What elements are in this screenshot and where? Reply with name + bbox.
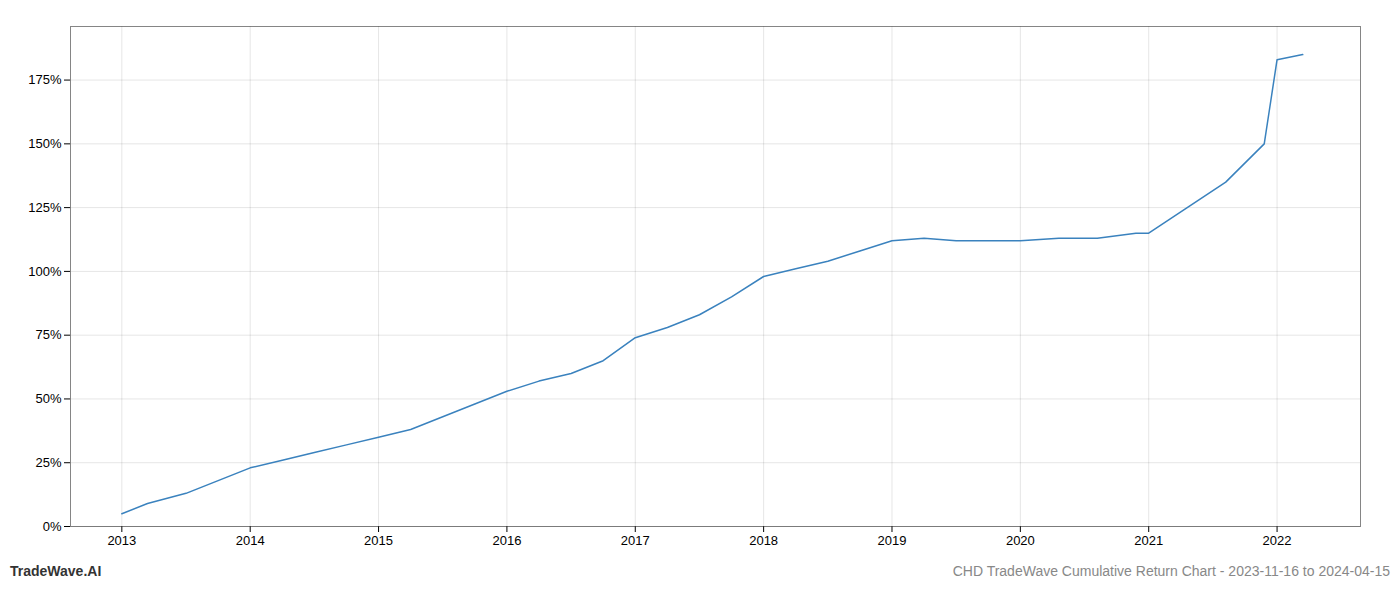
svg-text:25%: 25% [35, 455, 61, 470]
svg-text:2017: 2017 [621, 533, 650, 548]
svg-text:125%: 125% [28, 200, 62, 215]
svg-text:2022: 2022 [1263, 533, 1292, 548]
svg-text:2021: 2021 [1134, 533, 1163, 548]
svg-text:100%: 100% [28, 264, 62, 279]
svg-text:2019: 2019 [878, 533, 907, 548]
svg-text:150%: 150% [28, 136, 62, 151]
svg-text:50%: 50% [35, 391, 61, 406]
svg-text:0%: 0% [43, 519, 62, 534]
svg-text:2018: 2018 [749, 533, 778, 548]
svg-text:175%: 175% [28, 72, 62, 87]
svg-text:2015: 2015 [364, 533, 393, 548]
svg-text:2013: 2013 [107, 533, 136, 548]
svg-text:75%: 75% [35, 327, 61, 342]
svg-text:2020: 2020 [1006, 533, 1035, 548]
svg-text:2014: 2014 [236, 533, 265, 548]
html-text:CHD TradeWave Cumulative Retur: CHD TradeWave Cumulative Return Chart - … [952, 563, 1390, 579]
html-text:TradeWave.AI: TradeWave.AI [10, 563, 102, 579]
svg-text:2016: 2016 [492, 533, 521, 548]
